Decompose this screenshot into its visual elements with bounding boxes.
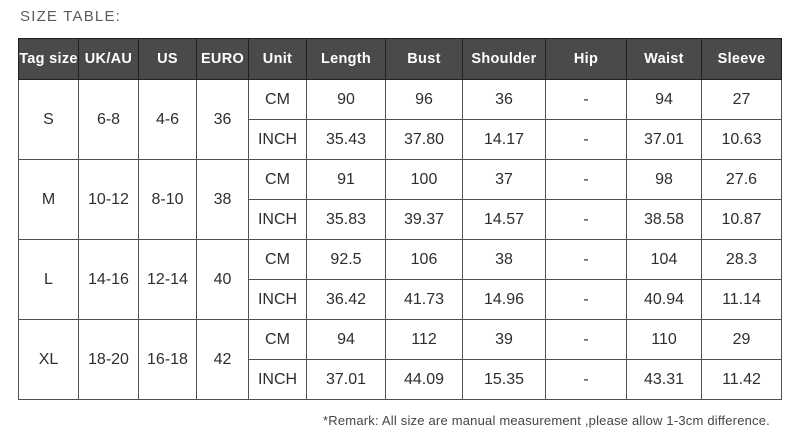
header-hip: Hip <box>545 38 627 80</box>
tag-size-cell: XL <box>18 319 79 400</box>
uk-au-cell: 10-12 <box>78 159 139 240</box>
us-cell: 16-18 <box>138 319 197 400</box>
length-cell: 36.42 <box>306 279 386 320</box>
hip-cell: - <box>545 359 627 400</box>
us-cell: 12-14 <box>138 239 197 320</box>
table-row-xl-inch: INCH 37.01 44.09 15.35 - 43.31 11.42 <box>19 359 782 400</box>
uk-au-cell: 18-20 <box>78 319 139 400</box>
shoulder-cell: 37 <box>462 159 546 200</box>
shoulder-cell: 14.17 <box>462 119 546 160</box>
size-table: Tag size UK/AU US EURO Unit Length Bust … <box>18 38 782 400</box>
bust-cell: 41.73 <box>385 279 463 320</box>
length-cell: 35.43 <box>306 119 386 160</box>
table-row-xl-cm: XL 18-20 16-18 42 CM 94 112 39 - 110 29 <box>18 319 782 400</box>
euro-cell: 36 <box>196 79 249 160</box>
uk-au-cell: 6-8 <box>78 79 139 160</box>
sleeve-cell: 10.87 <box>701 199 782 240</box>
hip-cell: - <box>545 199 627 240</box>
shoulder-cell: 14.57 <box>462 199 546 240</box>
table-row-s-inch: INCH 35.43 37.80 14.17 - 37.01 10.63 <box>19 119 782 160</box>
header-row: Tag size UK/AU US EURO Unit Length Bust … <box>18 38 782 80</box>
bust-cell: 96 <box>385 79 463 120</box>
header-us: US <box>138 38 197 80</box>
bust-cell: 106 <box>385 239 463 280</box>
length-cell: 91 <box>306 159 386 200</box>
waist-cell: 98 <box>626 159 702 200</box>
shoulder-cell: 15.35 <box>462 359 546 400</box>
waist-cell: 104 <box>626 239 702 280</box>
unit-cell: INCH <box>248 199 307 240</box>
length-cell: 94 <box>306 319 386 360</box>
tag-size-cell: M <box>18 159 79 240</box>
sleeve-cell: 27 <box>701 79 782 120</box>
sleeve-cell: 28.3 <box>701 239 782 280</box>
table-row-m-cm: M 10-12 8-10 38 CM 91 100 37 - 98 27.6 <box>18 159 782 240</box>
shoulder-cell: 38 <box>462 239 546 280</box>
hip-cell: - <box>545 119 627 160</box>
header-uk-au: UK/AU <box>78 38 139 80</box>
length-cell: 92.5 <box>306 239 386 280</box>
header-waist: Waist <box>626 38 702 80</box>
uk-au-cell: 14-16 <box>78 239 139 320</box>
remark-note: *Remark: All size are manual measurement… <box>323 413 770 428</box>
euro-cell: 42 <box>196 319 249 400</box>
bust-cell: 37.80 <box>385 119 463 160</box>
sleeve-cell: 27.6 <box>701 159 782 200</box>
waist-cell: 43.31 <box>626 359 702 400</box>
hip-cell: - <box>545 159 627 200</box>
table-row-l-inch: INCH 36.42 41.73 14.96 - 40.94 11.14 <box>19 279 782 320</box>
sleeve-cell: 11.42 <box>701 359 782 400</box>
length-cell: 35.83 <box>306 199 386 240</box>
us-cell: 8-10 <box>138 159 197 240</box>
euro-cell: 40 <box>196 239 249 320</box>
tag-size-cell: L <box>18 239 79 320</box>
length-cell: 90 <box>306 79 386 120</box>
waist-cell: 38.58 <box>626 199 702 240</box>
length-cell: 37.01 <box>306 359 386 400</box>
header-unit: Unit <box>248 38 307 80</box>
shoulder-cell: 14.96 <box>462 279 546 320</box>
hip-cell: - <box>545 279 627 320</box>
euro-cell: 38 <box>196 159 249 240</box>
sleeve-cell: 10.63 <box>701 119 782 160</box>
shoulder-cell: 39 <box>462 319 546 360</box>
unit-cell: CM <box>248 319 307 360</box>
waist-cell: 37.01 <box>626 119 702 160</box>
sleeve-cell: 29 <box>701 319 782 360</box>
unit-cell: INCH <box>248 279 307 320</box>
us-cell: 4-6 <box>138 79 197 160</box>
unit-cell: CM <box>248 239 307 280</box>
waist-cell: 110 <box>626 319 702 360</box>
hip-cell: - <box>545 319 627 360</box>
tag-size-cell: S <box>18 79 79 160</box>
shoulder-cell: 36 <box>462 79 546 120</box>
header-length: Length <box>306 38 386 80</box>
bust-cell: 112 <box>385 319 463 360</box>
header-bust: Bust <box>385 38 463 80</box>
unit-cell: INCH <box>248 119 307 160</box>
bust-cell: 39.37 <box>385 199 463 240</box>
page-title: SIZE TABLE: <box>20 8 122 25</box>
table-row-l-cm: L 14-16 12-14 40 CM 92.5 106 38 - 104 28… <box>18 239 782 320</box>
bust-cell: 100 <box>385 159 463 200</box>
hip-cell: - <box>545 239 627 280</box>
table-row-s-cm: S 6-8 4-6 36 CM 90 96 36 - 94 27 <box>18 79 782 160</box>
hip-cell: - <box>545 79 627 120</box>
waist-cell: 40.94 <box>626 279 702 320</box>
header-sleeve: Sleeve <box>701 38 782 80</box>
unit-cell: CM <box>248 159 307 200</box>
unit-cell: CM <box>248 79 307 120</box>
header-shoulder: Shoulder <box>462 38 546 80</box>
unit-cell: INCH <box>248 359 307 400</box>
waist-cell: 94 <box>626 79 702 120</box>
header-euro: EURO <box>196 38 249 80</box>
sleeve-cell: 11.14 <box>701 279 782 320</box>
bust-cell: 44.09 <box>385 359 463 400</box>
header-tag-size: Tag size <box>18 38 79 80</box>
